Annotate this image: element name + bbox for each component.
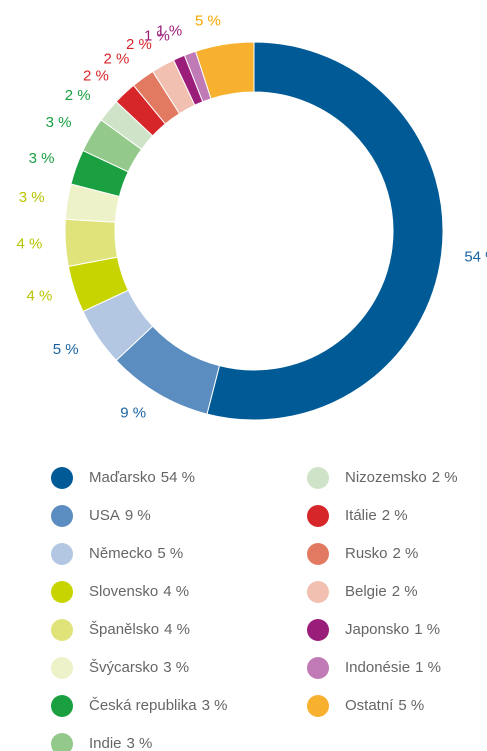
data-label: 5 % xyxy=(195,13,221,30)
legend-label: Belgie 2 % xyxy=(345,583,418,600)
legend-swatch xyxy=(307,619,329,641)
legend-label: Indonésie 1 % xyxy=(345,659,441,676)
legend-value: 9 % xyxy=(125,507,151,524)
data-label: 3 % xyxy=(29,150,55,167)
legend-swatch xyxy=(51,657,73,679)
legend-swatch xyxy=(307,505,329,527)
legend-name: Rusko xyxy=(345,545,388,562)
data-label: 5 % xyxy=(53,341,79,358)
legend-name: Německo xyxy=(89,545,152,562)
legend-label: Itálie 2 % xyxy=(345,507,408,524)
legend-label: Ostatní 5 % xyxy=(345,697,424,714)
data-label: 3 % xyxy=(19,189,45,206)
data-label: 2 % xyxy=(83,67,109,84)
legend-name: Indonésie xyxy=(345,659,410,676)
legend-swatch xyxy=(51,543,73,565)
legend-value: 3 % xyxy=(127,735,153,751)
legend-name: Ostatní xyxy=(345,697,394,714)
legend-label: Maďarsko 54 % xyxy=(89,469,195,486)
data-label: 2 % xyxy=(104,50,130,67)
legend-label: Indie 3 % xyxy=(89,735,152,751)
legend-swatch xyxy=(51,505,73,527)
legend-label: Česká republika 3 % xyxy=(89,697,227,714)
data-label: 1 % xyxy=(156,23,182,40)
legend-name: Maďarsko xyxy=(89,469,156,486)
legend-value: 54 % xyxy=(161,469,195,486)
legend-name: Česká republika xyxy=(89,697,197,714)
data-label: 9 % xyxy=(120,404,146,421)
legend-name: Slovensko xyxy=(89,583,158,600)
legend-swatch xyxy=(307,581,329,603)
legend-name: Itálie xyxy=(345,507,377,524)
data-label: 2 % xyxy=(126,36,152,53)
legend-label: Japonsko 1 % xyxy=(345,621,440,638)
legend-name: Japonsko xyxy=(345,621,409,638)
legend-swatch xyxy=(51,619,73,641)
legend-swatch xyxy=(307,695,329,717)
legend-value: 4 % xyxy=(164,621,190,638)
legend-swatch xyxy=(307,657,329,679)
legend-value: 4 % xyxy=(163,583,189,600)
legend-name: USA xyxy=(89,507,120,524)
legend-label: Španělsko 4 % xyxy=(89,621,190,638)
legend-name: Švýcarsko xyxy=(89,659,158,676)
data-label: 54 % xyxy=(464,249,487,266)
legend-swatch xyxy=(51,695,73,717)
legend-swatch xyxy=(51,733,73,751)
legend-swatch xyxy=(51,581,73,603)
legend-label: USA 9 % xyxy=(89,507,151,524)
data-label: 3 % xyxy=(46,114,72,131)
data-label: 4 % xyxy=(27,287,53,304)
legend-swatch xyxy=(51,467,73,489)
legend-label: Rusko 2 % xyxy=(345,545,418,562)
legend-value: 5 % xyxy=(157,545,183,562)
donut-segment xyxy=(194,41,255,100)
legend-label: Německo 5 % xyxy=(89,545,183,562)
legend-swatch xyxy=(307,543,329,565)
legend-value: 3 % xyxy=(163,659,189,676)
legend-value: 2 % xyxy=(432,469,458,486)
legend-swatch xyxy=(307,467,329,489)
legend-value: 1 % xyxy=(414,621,440,638)
legend-value: 2 % xyxy=(393,545,419,562)
legend-value: 1 % xyxy=(415,659,441,676)
legend-label: Slovensko 4 % xyxy=(89,583,189,600)
legend-name: Nizozemsko xyxy=(345,469,427,486)
data-label: 1 % xyxy=(144,27,170,44)
legend-name: Belgie xyxy=(345,583,387,600)
donut-segment xyxy=(206,41,444,421)
legend-label: Nizozemsko 2 % xyxy=(345,469,458,486)
legend-value: 2 % xyxy=(392,583,418,600)
legend-value: 5 % xyxy=(398,697,424,714)
legend-value: 2 % xyxy=(382,507,408,524)
data-label: 4 % xyxy=(17,235,43,252)
legend-name: Indie xyxy=(89,735,122,751)
legend-value: 3 % xyxy=(202,697,228,714)
legend-name: Španělsko xyxy=(89,621,159,638)
legend-label: Švýcarsko 3 % xyxy=(89,659,189,676)
data-label: 2 % xyxy=(65,87,91,104)
